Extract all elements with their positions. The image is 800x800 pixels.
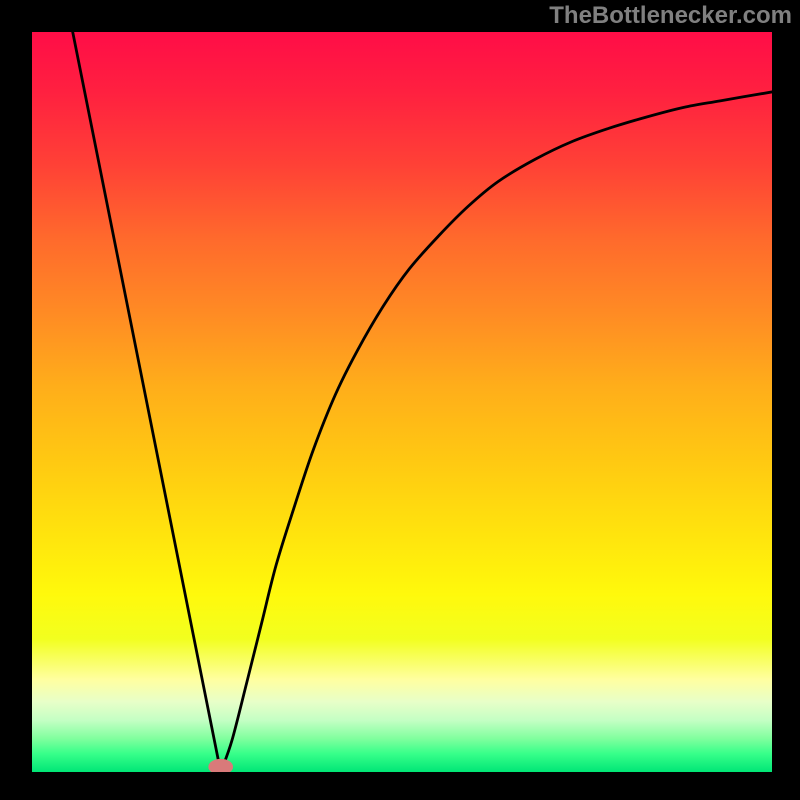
chart-container: TheBottlenecker.com <box>0 0 800 800</box>
chart-svg <box>32 32 772 772</box>
plot-area <box>32 32 772 772</box>
watermark-text: TheBottlenecker.com <box>549 2 792 30</box>
gradient-background <box>32 32 772 772</box>
optimal-point-marker <box>209 759 233 772</box>
